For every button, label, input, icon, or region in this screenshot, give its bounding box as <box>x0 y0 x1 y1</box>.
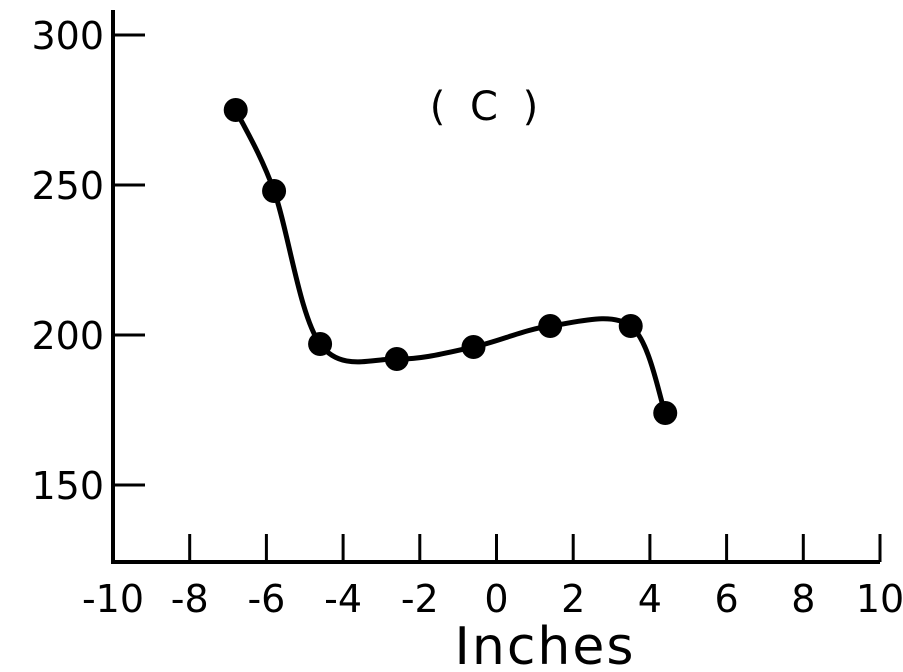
x-ticks: -10 -8 -6 -4 -2 0 2 4 6 8 10 <box>82 534 903 621</box>
data-point <box>262 179 287 203</box>
y-tick-label: 150 <box>31 464 104 508</box>
y-tick-label: 200 <box>31 314 104 358</box>
y-tick-label: 300 <box>31 14 104 58</box>
series-curve <box>233 107 668 416</box>
data-point <box>618 314 643 338</box>
y-ticks: 150 200 250 300 <box>31 14 145 508</box>
x-tick-label: 10 <box>856 577 903 621</box>
data-point <box>308 332 333 356</box>
data-point <box>384 347 409 371</box>
x-tick-label: 6 <box>715 577 739 621</box>
x-tick-label: 4 <box>638 577 662 621</box>
x-tick-label: -6 <box>247 577 285 621</box>
x-tick-label: 8 <box>791 577 815 621</box>
data-points <box>223 98 678 425</box>
data-point <box>653 401 678 425</box>
x-tick-label: -8 <box>171 577 209 621</box>
x-tick-label: 0 <box>484 577 508 621</box>
panel-label: ( C ) <box>430 84 545 130</box>
data-point <box>538 314 563 338</box>
data-point <box>461 335 486 359</box>
data-point <box>223 98 248 122</box>
x-axis-title: Inches <box>455 617 636 672</box>
x-tick-label: -10 <box>82 577 144 621</box>
x-tick-label: -4 <box>324 577 362 621</box>
y-tick-label: 250 <box>31 164 104 208</box>
x-tick-label: 2 <box>561 577 585 621</box>
x-tick-label: -2 <box>401 577 439 621</box>
